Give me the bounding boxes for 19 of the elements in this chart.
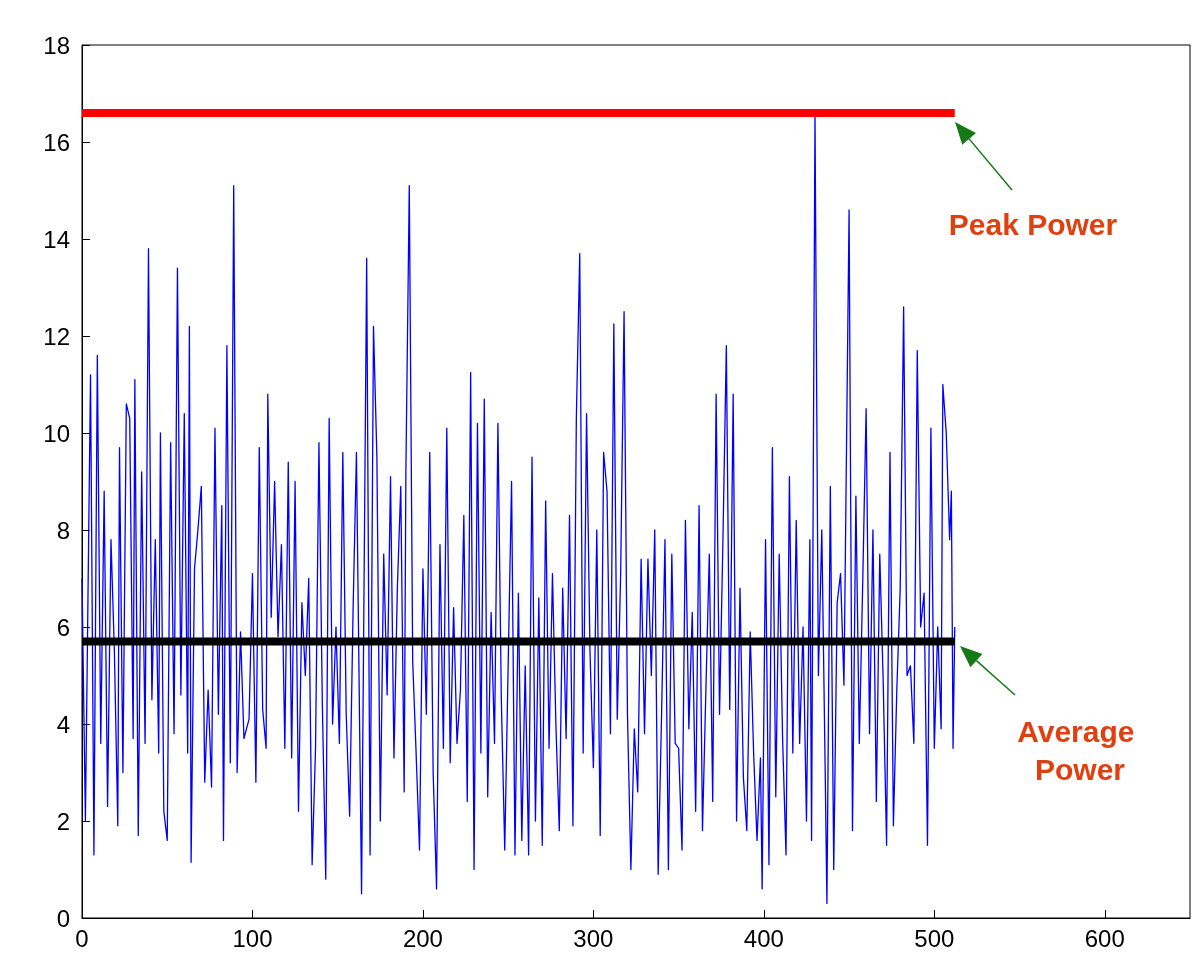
y-tick-label: 12 — [43, 322, 70, 350]
x-tick-label: 500 — [914, 924, 955, 952]
y-tick-label: 6 — [56, 613, 70, 641]
y-tick-label: 14 — [43, 225, 70, 253]
y-tick-label: 18 — [43, 31, 70, 59]
x-tick-label: 0 — [75, 924, 89, 952]
y-tick-label: 2 — [56, 807, 70, 835]
x-tick-label: 100 — [232, 924, 273, 952]
x-tick-label: 400 — [743, 924, 784, 952]
x-tick-label: 300 — [573, 924, 614, 952]
y-tick-label: 4 — [56, 710, 70, 738]
y-tick-label: 16 — [43, 128, 70, 156]
x-tick-label: 600 — [1084, 924, 1125, 952]
annotation: Average Power — [1017, 714, 1143, 786]
y-tick-label: 10 — [43, 419, 70, 447]
annotation: Peak Power — [948, 207, 1118, 241]
y-tick-label: 0 — [56, 904, 70, 932]
y-tick-label: 8 — [56, 516, 70, 544]
x-tick-label: 200 — [402, 924, 443, 952]
